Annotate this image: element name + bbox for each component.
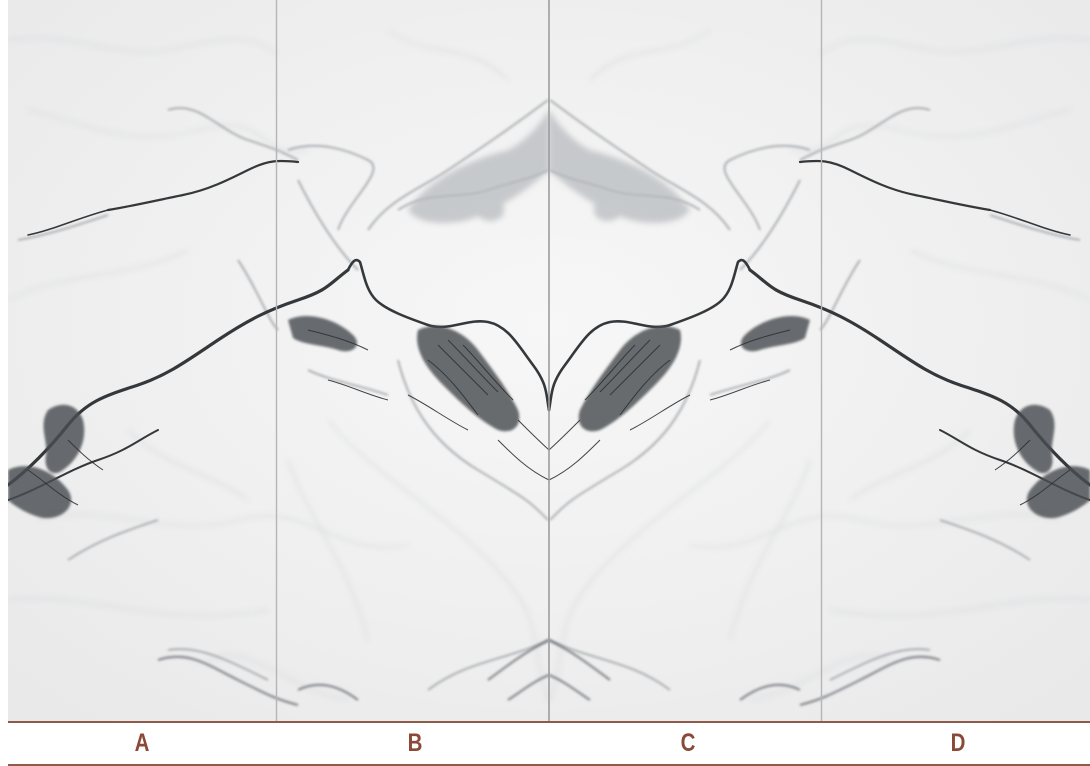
- panel-label-row: A B C D: [8, 723, 1090, 764]
- panel-label-a: A: [134, 729, 150, 757]
- bookmatched-marble-slabs: [8, 0, 1090, 722]
- panel-label-b: B: [407, 729, 423, 757]
- marble-texture-image: [8, 0, 1090, 722]
- panel-label-d: D: [950, 729, 966, 757]
- bottom-rule: [8, 764, 1090, 766]
- panel-label-c: C: [680, 729, 696, 757]
- top-rule: [8, 721, 1090, 723]
